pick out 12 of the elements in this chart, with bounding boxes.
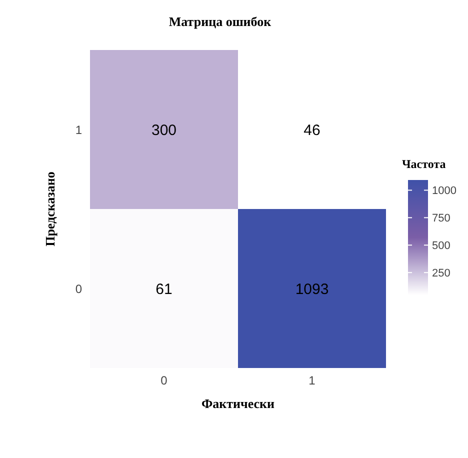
color-bar-label: 750	[432, 212, 450, 225]
data-label: 1093	[295, 280, 329, 298]
y-axis-title: Предсказано	[42, 172, 58, 246]
data-label: 61	[156, 280, 172, 298]
x-axis-title: Фактически	[201, 396, 276, 411]
data-label: 300	[151, 122, 177, 139]
chart-title: Матрица ошибок	[168, 14, 272, 29]
color-bar-label: 250	[432, 268, 450, 280]
color-bar-label: 500	[432, 240, 450, 252]
color-bar-label: 1000	[432, 185, 456, 198]
color-bar-title: Частота	[402, 157, 446, 171]
data-label: 46	[304, 122, 320, 139]
